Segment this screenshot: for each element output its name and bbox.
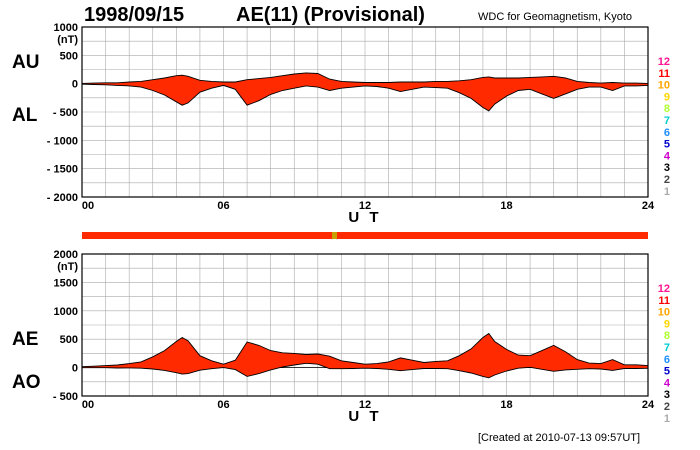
top-ytick-label: 1000 bbox=[54, 22, 78, 34]
bottom-ytick-label: 0 bbox=[72, 363, 78, 375]
bottom-station-count-6: 6 bbox=[664, 354, 670, 366]
bottom-station-count-10: 10 bbox=[658, 307, 670, 319]
ae-label: AE bbox=[12, 329, 39, 350]
created-timestamp: [Created at 2010-07-13 09:57UT] bbox=[478, 432, 641, 444]
bottom-station-count-2: 2 bbox=[664, 401, 670, 413]
top-ytick-label: - 1500 bbox=[47, 164, 78, 176]
date-label: 1998/09/15 bbox=[84, 4, 185, 26]
top-ytick-label: 500 bbox=[60, 50, 78, 62]
bottom-station-count-8: 8 bbox=[664, 330, 670, 342]
top-station-count-6: 6 bbox=[664, 127, 670, 139]
top-xtick-label: 06 bbox=[217, 200, 229, 212]
bottom-ytick-label: 1500 bbox=[54, 277, 78, 289]
bottom-frame bbox=[81, 253, 649, 397]
bottom-station-count-11: 11 bbox=[658, 295, 670, 307]
top-xtick-label: 12 bbox=[359, 200, 371, 212]
bottom-ae-line bbox=[81, 332, 649, 368]
top-station-count-2: 2 bbox=[664, 174, 670, 186]
source-label: WDC for Geomagnetism, Kyoto bbox=[478, 11, 633, 23]
top-station-count-3: 3 bbox=[664, 162, 670, 174]
al-label: AL bbox=[12, 105, 38, 126]
bottom-xtick-label: 06 bbox=[217, 399, 229, 411]
top-xaxis-label: U T bbox=[348, 209, 381, 226]
top-station-count-7: 7 bbox=[664, 115, 670, 127]
top-al-line bbox=[81, 83, 649, 112]
top-ytick-label: - 2000 bbox=[47, 192, 78, 204]
top-frame bbox=[81, 26, 649, 198]
bottom-ytick-label: - 500 bbox=[53, 391, 78, 403]
top-ytick-label: - 500 bbox=[53, 107, 78, 119]
bottom-xtick-label: 12 bbox=[359, 399, 371, 411]
station-bar bbox=[82, 232, 648, 239]
top-station-count-4: 4 bbox=[664, 150, 671, 162]
chart-title: AE(11) (Provisional) bbox=[236, 4, 425, 26]
top-xtick-label: 18 bbox=[500, 200, 512, 212]
bottom-station-count-12: 12 bbox=[658, 283, 670, 295]
top-station-count-1: 1 bbox=[664, 186, 670, 198]
top-unit-label: (nT) bbox=[57, 34, 78, 46]
top-station-count-5: 5 bbox=[664, 139, 670, 151]
top-xtick-label: 00 bbox=[82, 200, 94, 212]
bottom-station-count-5: 5 bbox=[664, 366, 670, 378]
top-station-count-10: 10 bbox=[658, 80, 670, 92]
bottom-xtick-label: 00 bbox=[82, 399, 94, 411]
bottom-unit-label: (nT) bbox=[57, 261, 78, 273]
bottom-xtick-label: 18 bbox=[500, 399, 512, 411]
top-xtick-label: 24 bbox=[642, 200, 655, 212]
top-grid bbox=[82, 27, 648, 197]
bottom-station-count-4: 4 bbox=[664, 377, 671, 389]
bottom-xtick-label: 24 bbox=[642, 399, 655, 411]
top-station-count-9: 9 bbox=[664, 91, 670, 103]
bottom-ytick-label: 500 bbox=[60, 334, 78, 346]
bottom-grid bbox=[82, 254, 648, 396]
station-bar-accent bbox=[331, 232, 337, 239]
bottom-ytick-label: 2000 bbox=[54, 249, 78, 261]
bottom-station-count-3: 3 bbox=[664, 389, 670, 401]
bottom-station-count-7: 7 bbox=[664, 342, 670, 354]
top-station-count-8: 8 bbox=[664, 103, 670, 115]
top-au-line bbox=[81, 72, 649, 84]
bottom-station-count-9: 9 bbox=[664, 318, 670, 330]
ao-label: AO bbox=[12, 372, 41, 393]
au-label: AU bbox=[12, 52, 40, 73]
top-ytick-label: 0 bbox=[72, 79, 78, 91]
bottom-ao-line bbox=[82, 362, 649, 379]
top-station-count-11: 11 bbox=[658, 68, 670, 80]
top-ytick-label: - 1000 bbox=[47, 135, 78, 147]
bottom-station-count-1: 1 bbox=[664, 413, 670, 425]
bottom-xaxis-label: U T bbox=[348, 408, 381, 425]
bottom-band-fill bbox=[82, 333, 648, 378]
bottom-ytick-label: 1000 bbox=[54, 306, 78, 318]
top-station-count-12: 12 bbox=[658, 56, 670, 68]
